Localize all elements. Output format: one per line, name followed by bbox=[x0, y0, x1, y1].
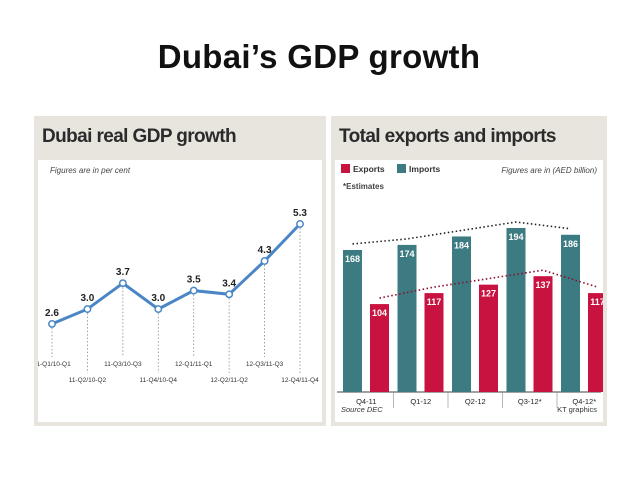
gdp-value-label: 4.3 bbox=[258, 245, 272, 256]
trade-category-label: Q3-12* bbox=[518, 397, 542, 406]
gdp-value-label: 2.6 bbox=[45, 308, 59, 319]
trade-bar-chart: 168 104 Q4-11 174 117 Q1-12 184 127 Q2-12 194 137 Q… bbox=[337, 221, 607, 408]
exports-bar bbox=[424, 293, 444, 392]
trade-chart-area: Exports Imports Figures are in (AED bill… bbox=[335, 160, 607, 422]
imports-value-label: 168 bbox=[345, 254, 360, 264]
gdp-value-label: 3.5 bbox=[187, 275, 201, 286]
gdp-category-label: 12-Q3/11-Q3 bbox=[246, 361, 284, 368]
gdp-line-chart: 2.6 11-Q1/10-Q1 3.0 11-Q2/10-Q2 3.7 11-Q3/10-… bbox=[33, 208, 319, 384]
imports-swatch bbox=[397, 164, 407, 173]
gdp-point bbox=[260, 257, 269, 265]
gdp-line bbox=[51, 222, 302, 326]
exports-value-label: 127 bbox=[481, 289, 496, 299]
exports-bar bbox=[588, 293, 607, 392]
gdp-category-label: 11-Q4/10-Q4 bbox=[140, 377, 178, 384]
gdp-point bbox=[225, 290, 234, 299]
imports-value-label: 184 bbox=[454, 240, 469, 250]
exports-bar bbox=[370, 304, 389, 392]
exports-value-label: 137 bbox=[535, 280, 550, 290]
imports-bar bbox=[506, 228, 526, 392]
estimates-note: *Estimates bbox=[343, 182, 384, 191]
exports-swatch bbox=[341, 164, 350, 173]
gdp-value-label: 3.0 bbox=[80, 293, 94, 304]
gdp-point bbox=[83, 305, 92, 314]
gdp-value-label: 3.0 bbox=[151, 293, 165, 304]
exports-value-label: 104 bbox=[372, 308, 387, 318]
exports-value-label: 117 bbox=[427, 297, 442, 307]
exports-bar bbox=[533, 276, 553, 392]
gdp-value-label: 3.4 bbox=[222, 278, 236, 289]
gdp-value-label: 5.3 bbox=[293, 208, 307, 219]
imports-bar bbox=[561, 234, 580, 392]
credit-note: KT graphics bbox=[557, 405, 597, 414]
imports-bar bbox=[343, 249, 362, 392]
gdp-category-label: 11-Q2/10-Q2 bbox=[69, 377, 107, 384]
gdp-category-label: 12-Q1/11-Q1 bbox=[175, 361, 213, 368]
gdp-point bbox=[189, 286, 198, 295]
imports-bar bbox=[397, 244, 417, 392]
exports-trend-line bbox=[379, 269, 598, 299]
imports-bar bbox=[452, 236, 471, 392]
trade-units-note: Figures are in (AED billion) bbox=[501, 166, 597, 175]
imports-value-label: 186 bbox=[563, 239, 578, 249]
legend-exports: Exports bbox=[341, 164, 385, 174]
imports-value-label: 194 bbox=[508, 232, 523, 242]
gdp-point bbox=[118, 279, 127, 288]
gdp-chart-title: Dubai real GDP growth bbox=[42, 126, 237, 147]
legend-imports-label: Imports bbox=[409, 164, 441, 174]
gdp-units-note: Figures are in per cent bbox=[50, 166, 131, 175]
slide-title: Dubai’s GDP growth bbox=[157, 38, 481, 75]
trade-legend: Exports Imports bbox=[341, 164, 450, 174]
trade-panel: Total exports and imports Exports Import… bbox=[331, 116, 607, 426]
imports-value-label: 174 bbox=[399, 249, 414, 259]
trade-chart-title: Total exports and imports bbox=[339, 126, 557, 147]
gdp-point bbox=[48, 319, 56, 328]
trade-category-label: Q1-12 bbox=[410, 397, 431, 406]
trade-category-label: Q4-11 bbox=[356, 397, 376, 406]
exports-value-label: 117 bbox=[590, 297, 603, 307]
trade-category-label: Q4-12* bbox=[572, 397, 596, 406]
gdp-value-label: 3.7 bbox=[116, 267, 130, 278]
imports-trend-line bbox=[352, 221, 571, 245]
source-note: Source DEC bbox=[341, 405, 383, 414]
gdp-category-label: 11-Q3/10-Q3 bbox=[104, 361, 142, 368]
gdp-category-label: 11-Q1/10-Q1 bbox=[38, 361, 71, 368]
legend-imports: Imports bbox=[397, 164, 440, 174]
gdp-category-label: 12-Q4/11-Q4 bbox=[281, 377, 319, 384]
gdp-category-label: 12-Q2/11-Q2 bbox=[210, 377, 248, 384]
legend-exports-label: Exports bbox=[353, 164, 385, 174]
exports-bar bbox=[479, 284, 498, 392]
gdp-point bbox=[154, 305, 163, 314]
trade-category-label: Q2-12 bbox=[465, 397, 486, 406]
gdp-growth-panel: Dubai real GDP growth Figures are in per… bbox=[33, 116, 326, 426]
gdp-point bbox=[296, 220, 304, 228]
gdp-chart-area: Figures are in per cent 2.6 11-Q1/10-Q1 3.… bbox=[33, 160, 322, 422]
